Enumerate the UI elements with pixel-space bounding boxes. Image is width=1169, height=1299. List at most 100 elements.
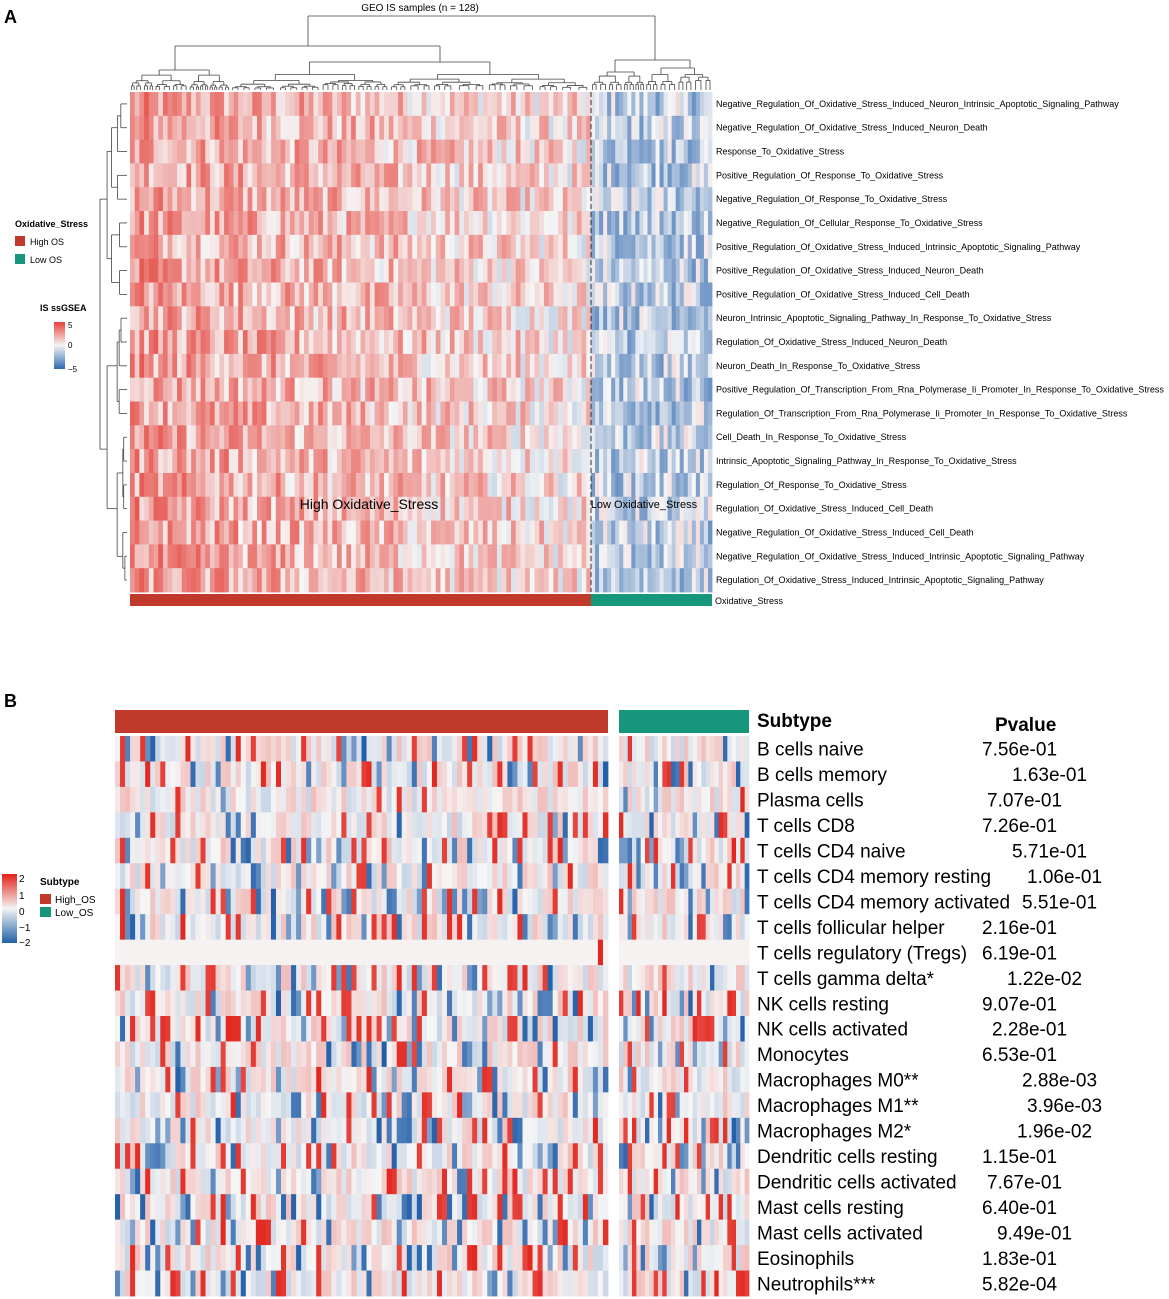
heatmap-cell [478,306,484,331]
heatmap-cell [209,211,216,236]
heatmap-cell [649,888,655,915]
heatmap-cell [386,837,393,864]
heatmap-cell [421,425,427,450]
heatmap-cell [421,139,427,164]
heatmap-cell [667,425,673,450]
heatmap-cell [224,520,230,545]
heatmap-cell [534,496,540,521]
heatmap-cell [667,115,673,141]
heatmap-cell [506,258,512,283]
heatmap-cell [407,306,413,331]
heatmap-cell [220,1041,227,1068]
heatmap-cell [355,472,361,498]
heatmap-cell [454,139,460,164]
heatmap-cell [416,812,423,839]
heatmap-cell [139,353,145,379]
heatmap-cell [611,282,616,307]
heatmap-cell [150,786,156,813]
heatmap-cell [607,544,612,569]
heatmap-cell [667,258,673,283]
heatmap-cell [200,139,206,164]
heatmap-cell [684,939,689,966]
heatmap-cell [591,282,596,307]
heatmap-cell [384,306,390,331]
heatmap-cell [177,282,183,307]
heatmap-cell [512,837,518,864]
heatmap-cell [346,837,352,864]
heatmap-cell [286,990,292,1017]
heatmap-cell [228,425,234,450]
heatmap-cell [407,377,413,402]
heatmap-cell [153,211,159,236]
heatmap-cell [567,496,573,521]
heatmap-cell [683,234,689,260]
heatmap-cell [219,163,225,188]
heatmap-cell [567,306,573,331]
heatmap-cell [599,330,604,355]
heatmap-cell [659,353,664,379]
heatmap-cell [245,1016,252,1042]
heatmap-cell [611,92,616,117]
heatmap-cell [705,1041,711,1068]
heatmap-cell [153,520,159,545]
heatmap-cell [252,472,258,498]
heatmap-cell [291,863,297,890]
heatmap-cell [592,1016,599,1042]
heatmap-cell [435,258,441,283]
heatmap-cell [582,863,589,890]
heatmap-cell [623,544,628,569]
heatmap-cell [581,568,587,593]
heatmap-cell [209,187,216,212]
heatmap-cell [281,914,287,941]
heatmap-cell [153,330,159,355]
heatmap-cell [496,187,503,212]
heatmap-cell [135,837,141,864]
heatmap-cell [175,812,181,839]
heatmap-cell [360,449,366,474]
heatmap-cell [332,115,338,141]
heatmap-cell [512,888,518,915]
heatmap-cell [162,568,169,593]
heatmap-cell [576,425,582,450]
heatmap-cell [496,425,503,450]
heatmap-cell [473,496,479,521]
heatmap-cell [247,211,253,236]
heatmap-cell [313,330,319,355]
heatmap-cell [687,258,693,283]
heatmap-cell [543,568,550,593]
heatmap-cell [134,92,140,117]
heatmap-cell [130,496,136,521]
heatmap-cell [255,786,262,813]
heatmap-cell [228,377,234,402]
heatmap-cell [507,837,513,864]
heatmap-cell [502,863,508,890]
heatmap-cell [562,306,568,331]
heatmap-cell [592,939,599,966]
heatmap-cell [477,965,483,991]
heatmap-cell [436,888,443,915]
heatmap-cell [553,520,559,545]
heatmap-cell [294,425,300,450]
heatmap-cell [697,837,702,864]
heatmap-cell [532,990,538,1017]
heatmap-cell [200,163,206,188]
heatmap-cell [710,837,715,864]
heatmap-cell [416,520,423,545]
heatmap-cell [492,761,498,788]
heatmap-cell [219,449,225,474]
heatmap-cell [384,187,390,212]
heatmap-cell [346,449,352,474]
heatmap-cell [487,544,493,569]
heatmap-cell [699,353,705,379]
heatmap-cell [289,187,296,212]
heatmap-cell [393,163,399,188]
heatmap-cell [289,353,296,379]
heatmap-cell [286,939,292,966]
heatmap-cell [421,1016,428,1042]
heatmap-cell [567,211,573,236]
heatmap-cell [384,472,390,498]
heatmap-cell [667,187,673,212]
heatmap-cell [663,401,669,426]
heatmap-cell [346,914,352,941]
heatmap-cell [336,377,343,402]
